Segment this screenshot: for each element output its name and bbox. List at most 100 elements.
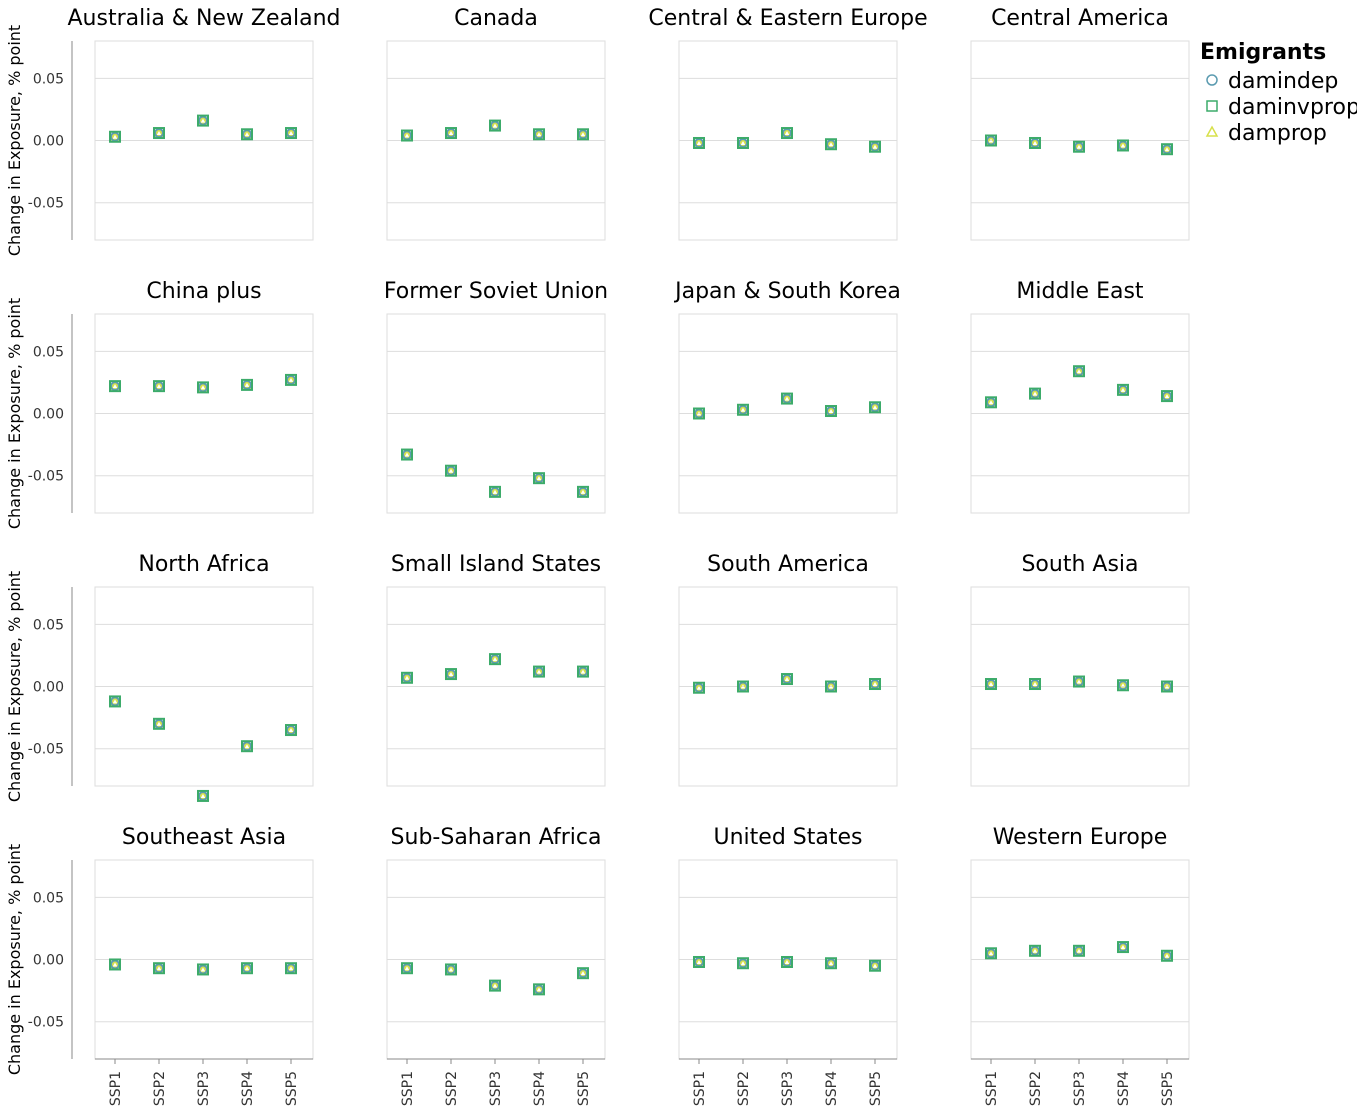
panel-title: South America [707, 552, 869, 577]
point-daminvprop [445, 668, 457, 681]
point-daminvprop [577, 665, 589, 678]
y-tick-label: -0.05 [28, 742, 64, 758]
panel-title: Former Soviet Union [384, 279, 608, 304]
point-daminvprop [445, 127, 457, 140]
point-daminvprop [489, 119, 501, 132]
point-damprop [1117, 679, 1129, 690]
legend-label: damindep [1228, 69, 1338, 94]
point-daminvprop [869, 678, 881, 691]
data-point [197, 381, 209, 394]
x-tick-label: SSP3 [488, 1071, 504, 1106]
point-daminvprop [109, 130, 121, 143]
data-point [1117, 679, 1129, 692]
data-point [445, 464, 457, 477]
panel: United States SSP1 SSP2 SSP3 SSP4 SSP5 [678, 825, 898, 1106]
data-point [693, 955, 705, 968]
y-tick-label: 0.05 [33, 890, 64, 906]
data-point [401, 962, 413, 975]
x-tick-label: SSP1 [984, 1071, 1000, 1106]
y-axis-label: Change in Exposure, % point [5, 571, 24, 802]
y-tick-label: -0.05 [28, 196, 64, 212]
point-damprop [1073, 365, 1085, 376]
data-point [489, 653, 501, 666]
point-daminvprop [1117, 139, 1129, 152]
point-daminvprop [241, 128, 253, 141]
panel: Japan & South Korea [673, 279, 901, 514]
data-point [1117, 139, 1129, 152]
point-daminvprop [1073, 365, 1085, 378]
x-tick-label: SSP4 [532, 1071, 548, 1106]
data-point [1073, 365, 1085, 378]
data-point [401, 448, 413, 461]
point-daminvprop [401, 448, 413, 461]
data-point [985, 677, 997, 691]
point-daminvprop [985, 947, 997, 960]
x-tick-label: SSP4 [1116, 1071, 1132, 1106]
data-point [1117, 941, 1129, 954]
data-point [1073, 140, 1085, 153]
x-tick-label: SSP3 [1072, 1071, 1088, 1106]
point-daminvprop [241, 962, 253, 975]
data-point [1161, 949, 1173, 962]
point-daminvprop [737, 403, 749, 416]
point-daminvprop [577, 485, 589, 498]
point-daminvprop [1161, 390, 1173, 403]
legend-symbol-square [1206, 100, 1218, 112]
point-damprop [577, 967, 589, 978]
data-point [153, 127, 165, 140]
data-point [445, 127, 457, 140]
data-point [869, 959, 881, 972]
x-tick-label: SSP1 [108, 1071, 124, 1106]
x-tick-label: SSP4 [240, 1071, 256, 1106]
panel: Small Island States [386, 552, 606, 787]
point-damprop [153, 962, 165, 973]
panel-title: Southeast Asia [122, 825, 286, 850]
x-tick-label: SSP5 [576, 1071, 592, 1106]
point-daminvprop [1117, 941, 1129, 954]
data-point [1161, 390, 1173, 403]
panel: Australia & New Zealand 0.05 0.00 -0.05Chan… [5, 6, 341, 256]
x-tick-label: SSP2 [736, 1071, 752, 1106]
data-point [985, 947, 997, 960]
data-point [285, 724, 297, 737]
data-point [1161, 143, 1173, 156]
data-point [109, 380, 121, 393]
y-tick-label: -0.05 [28, 469, 64, 485]
point-daminvprop [825, 680, 837, 693]
point-daminvprop [153, 962, 165, 975]
point-daminvprop [825, 405, 837, 418]
panel-title: Western Europe [993, 825, 1168, 850]
x-tick-label: SSP2 [152, 1071, 168, 1106]
point-daminvprop [533, 983, 545, 996]
y-axis-label: Change in Exposure, % point [5, 298, 24, 529]
point-daminvprop [577, 128, 589, 141]
panel-title: Middle East [1016, 279, 1144, 304]
data-point [869, 401, 881, 414]
data-point [577, 485, 589, 498]
point-daminvprop [197, 114, 209, 127]
x-tick-label: SSP1 [692, 1071, 708, 1106]
data-point [153, 962, 165, 975]
panel: South America [678, 552, 898, 787]
point-damprop [985, 396, 997, 407]
point-daminvprop [109, 380, 121, 393]
point-damprop [401, 962, 413, 973]
point-daminvprop [489, 653, 501, 666]
panel-title: South Asia [1021, 552, 1138, 577]
data-point [109, 958, 121, 971]
data-point [781, 392, 793, 405]
point-daminvprop [197, 963, 209, 976]
point-daminvprop [1117, 679, 1129, 692]
data-point [577, 967, 589, 980]
panel: Canada [386, 6, 606, 241]
point-damprop [577, 128, 589, 139]
point-daminvprop [285, 127, 297, 140]
point-damprop [241, 962, 253, 973]
panel: Western Europe SSP1 SSP2 SSP3 SSP4 SSP5 [970, 825, 1190, 1106]
point-daminvprop [401, 671, 413, 684]
data-point [109, 695, 121, 708]
point-damprop [985, 947, 997, 958]
point-daminvprop [869, 959, 881, 972]
panel-title: Japan & South Korea [673, 279, 901, 304]
x-tick-label: SSP2 [444, 1071, 460, 1106]
